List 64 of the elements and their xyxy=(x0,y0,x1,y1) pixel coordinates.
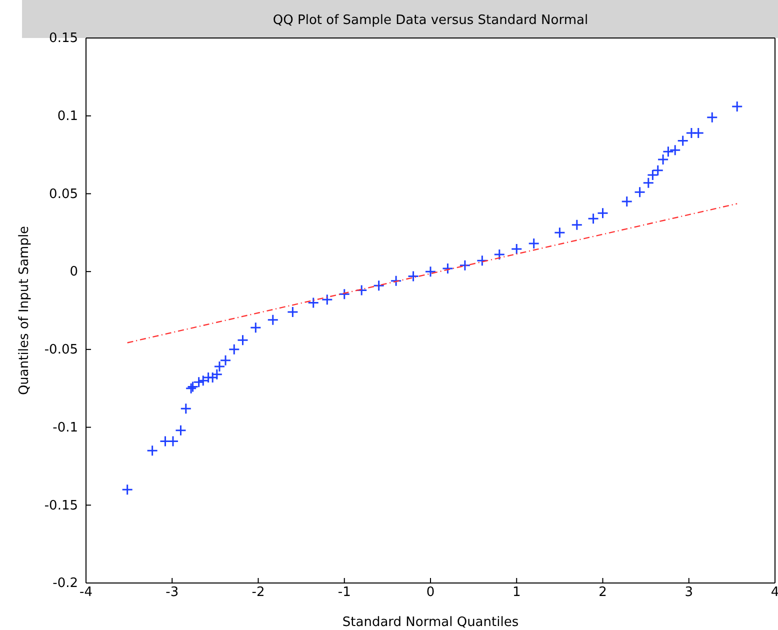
point xyxy=(373,280,385,292)
x-axis-title: Standard Normal Quantiles xyxy=(342,615,519,630)
point xyxy=(390,275,402,287)
point xyxy=(236,334,248,346)
point xyxy=(476,254,488,266)
y-tick-label: 0 xyxy=(70,264,78,280)
point xyxy=(122,484,134,496)
point xyxy=(459,260,471,272)
point xyxy=(338,288,350,300)
x-tick-label: -2 xyxy=(252,585,265,600)
point xyxy=(597,207,608,219)
x-tick-label: 1 xyxy=(512,585,521,600)
point xyxy=(146,444,158,456)
point xyxy=(662,146,674,158)
point xyxy=(669,144,681,156)
chart-title: QQ Plot of Sample Data versus Standard Normal xyxy=(272,13,588,28)
point xyxy=(321,294,333,306)
x-tick-label: -1 xyxy=(338,585,351,600)
point xyxy=(356,284,368,296)
point xyxy=(308,296,320,308)
point xyxy=(214,360,226,372)
point xyxy=(528,238,540,250)
x-tick-label: -3 xyxy=(166,585,179,600)
point xyxy=(180,402,192,414)
point xyxy=(408,270,420,282)
point xyxy=(657,154,669,166)
point xyxy=(571,219,583,231)
point xyxy=(634,186,646,198)
x-tick-label: 3 xyxy=(684,585,694,600)
point xyxy=(621,196,633,208)
y-tick-label: -0.15 xyxy=(44,498,78,514)
point xyxy=(677,135,689,147)
x-tick-label: 0 xyxy=(426,585,435,600)
point xyxy=(510,243,522,255)
point xyxy=(646,169,658,181)
point xyxy=(731,100,743,112)
point xyxy=(197,374,209,386)
point xyxy=(250,322,262,334)
point xyxy=(494,248,506,260)
point xyxy=(424,266,436,278)
y-tick-label: -0.2 xyxy=(52,576,78,592)
point xyxy=(706,112,718,124)
point xyxy=(228,344,240,356)
point xyxy=(692,127,704,139)
point xyxy=(193,376,205,388)
x-tick-label: 4 xyxy=(770,585,778,600)
point xyxy=(211,368,223,380)
point xyxy=(220,354,232,366)
point xyxy=(642,177,654,189)
y-tick-label: 0.1 xyxy=(57,109,78,124)
point xyxy=(442,262,454,274)
y-tick-label: 0.05 xyxy=(49,186,78,202)
y-tick-label: -0.1 xyxy=(52,420,78,436)
y-tick-label: -0.05 xyxy=(44,342,78,358)
point xyxy=(652,164,664,176)
y-axis-title: Quantiles of Input Sample xyxy=(17,226,32,396)
point xyxy=(267,314,279,326)
point xyxy=(554,226,566,238)
point xyxy=(286,306,298,318)
x-tick-label: 2 xyxy=(598,585,607,600)
point xyxy=(588,212,600,224)
point xyxy=(174,424,186,436)
y-tick-label: 0.15 xyxy=(49,31,78,46)
x-tick-label: -4 xyxy=(80,585,92,600)
